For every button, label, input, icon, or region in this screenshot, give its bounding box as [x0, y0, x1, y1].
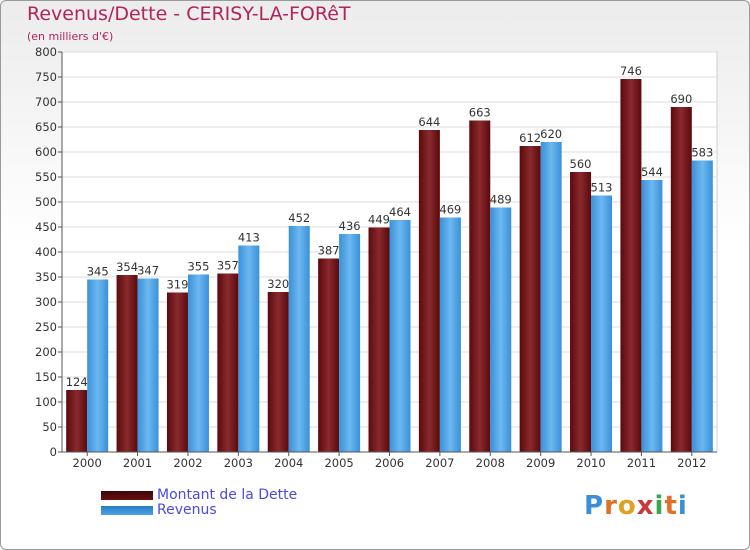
bar-revenus: [540, 142, 562, 452]
y-tick-label: 400: [35, 245, 57, 259]
data-label: 612: [519, 131, 541, 145]
x-tick-label: 2012: [677, 456, 706, 470]
bar-revenus: [288, 226, 310, 452]
bar-dette: [570, 172, 592, 452]
data-label: 513: [591, 181, 613, 195]
proxiti-logo: Proxiti: [584, 491, 688, 521]
data-label: 583: [691, 146, 713, 160]
bar-dette: [66, 390, 88, 452]
y-tick-label: 0: [50, 445, 57, 459]
bar-dette: [166, 292, 188, 452]
x-tick-label: 2003: [224, 456, 253, 470]
x-tick-label: 2001: [123, 456, 152, 470]
y-tick-label: 750: [35, 70, 57, 84]
bar-revenus: [691, 160, 713, 452]
bar-dette: [620, 79, 642, 452]
chart-subtitle: (en milliers d'€): [27, 30, 114, 43]
bar-revenus: [87, 279, 109, 452]
data-label: 449: [368, 213, 390, 227]
data-label: 620: [540, 127, 562, 141]
data-label: 452: [288, 211, 310, 225]
data-label: 345: [87, 265, 109, 279]
y-tick-label: 200: [35, 345, 57, 359]
bar-revenus: [187, 274, 209, 452]
y-tick-label: 800: [35, 45, 57, 59]
x-tick-label: 2009: [526, 456, 555, 470]
bar-revenus: [591, 195, 613, 452]
bar-revenus: [490, 207, 512, 452]
y-tick-label: 600: [35, 145, 57, 159]
y-tick-label: 650: [35, 120, 57, 134]
data-label: 644: [418, 115, 440, 129]
data-label: 357: [217, 259, 239, 273]
x-tick-label: 2011: [627, 456, 656, 470]
legend-label-dette: Montant de la Dette: [157, 487, 298, 503]
bar-dette: [116, 275, 138, 452]
data-label: 746: [620, 64, 642, 78]
y-tick-label: 250: [35, 320, 57, 334]
legend-label-revenus: Revenus: [157, 502, 217, 518]
data-label: 319: [166, 278, 188, 292]
bar-revenus: [238, 245, 260, 452]
y-tick-label: 150: [35, 370, 57, 384]
data-label: 560: [570, 157, 592, 171]
x-tick-label: 2006: [375, 456, 404, 470]
data-label: 354: [116, 260, 138, 274]
x-tick-label: 2005: [324, 456, 353, 470]
x-tick-label: 2007: [425, 456, 454, 470]
y-tick-label: 500: [35, 195, 57, 209]
data-label: 489: [490, 193, 512, 207]
x-tick-label: 2002: [173, 456, 202, 470]
bar-revenus: [137, 278, 159, 452]
legend-swatch-dette: [101, 491, 153, 500]
bar-dette: [318, 258, 340, 452]
bar-dette: [670, 107, 692, 452]
bar-dette: [418, 130, 440, 452]
y-tick-label: 450: [35, 220, 57, 234]
data-label: 464: [389, 205, 411, 219]
x-tick-label: 2008: [476, 456, 505, 470]
y-tick-label: 100: [35, 395, 57, 409]
y-tick-label: 50: [42, 420, 57, 434]
data-label: 124: [66, 375, 88, 389]
bar-dette: [368, 227, 390, 452]
data-label: 355: [187, 260, 209, 274]
data-label: 469: [439, 203, 461, 217]
legend-swatch-revenus: [101, 506, 153, 515]
data-label: 690: [670, 92, 692, 106]
bar-revenus: [641, 180, 663, 452]
y-tick-label: 700: [35, 95, 57, 109]
y-tick-label: 300: [35, 295, 57, 309]
bar-dette: [217, 273, 239, 452]
bar-dette: [267, 292, 289, 452]
y-tick-label: 350: [35, 270, 57, 284]
bar-dette: [469, 120, 491, 452]
data-label: 413: [238, 231, 260, 245]
data-label: 347: [137, 264, 159, 278]
bar-revenus: [439, 217, 461, 452]
data-label: 544: [641, 165, 663, 179]
bar-revenus: [389, 220, 411, 452]
bar-dette: [519, 146, 541, 452]
bar-revenus: [339, 234, 361, 452]
data-label: 387: [318, 244, 340, 258]
data-label: 436: [339, 219, 361, 233]
data-label: 663: [469, 106, 491, 120]
y-tick-label: 550: [35, 170, 57, 184]
chart-title: Revenus/Dette - CERISY-LA-FORêT: [27, 3, 351, 25]
x-tick-label: 2004: [274, 456, 303, 470]
data-label: 320: [267, 277, 289, 291]
x-tick-label: 2000: [73, 456, 102, 470]
x-tick-label: 2010: [576, 456, 605, 470]
